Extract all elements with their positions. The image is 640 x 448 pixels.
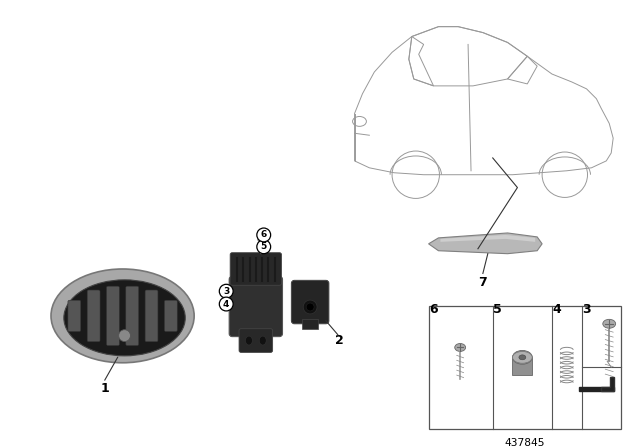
Circle shape: [257, 240, 271, 254]
Text: 5: 5: [493, 303, 502, 316]
Ellipse shape: [51, 269, 194, 363]
FancyBboxPatch shape: [239, 329, 273, 353]
Text: 1: 1: [100, 383, 109, 396]
Bar: [429, 306, 621, 429]
Text: 4: 4: [223, 300, 229, 309]
FancyBboxPatch shape: [106, 286, 119, 345]
Circle shape: [303, 300, 317, 314]
FancyBboxPatch shape: [126, 286, 139, 345]
Text: 4: 4: [552, 303, 561, 316]
Circle shape: [118, 330, 131, 341]
FancyBboxPatch shape: [68, 300, 81, 332]
FancyBboxPatch shape: [87, 290, 100, 342]
Ellipse shape: [519, 355, 526, 360]
Text: 6: 6: [260, 230, 267, 239]
Ellipse shape: [513, 351, 532, 363]
Circle shape: [220, 297, 233, 311]
Circle shape: [220, 284, 233, 298]
Polygon shape: [602, 377, 614, 391]
Ellipse shape: [455, 344, 466, 351]
Text: 2: 2: [335, 334, 344, 347]
Circle shape: [257, 228, 271, 242]
Ellipse shape: [258, 238, 264, 242]
Bar: [513, 358, 532, 375]
FancyBboxPatch shape: [145, 290, 158, 342]
Ellipse shape: [259, 336, 266, 345]
Text: 6: 6: [429, 303, 438, 316]
Circle shape: [306, 303, 314, 311]
FancyBboxPatch shape: [291, 280, 329, 324]
Text: 5: 5: [260, 242, 267, 251]
Text: 437845: 437845: [504, 438, 545, 448]
Bar: [302, 319, 318, 329]
Text: 3: 3: [582, 303, 591, 316]
Polygon shape: [579, 387, 614, 391]
Ellipse shape: [513, 350, 532, 364]
Text: 3: 3: [223, 287, 229, 296]
Ellipse shape: [603, 319, 616, 328]
Text: 7: 7: [479, 276, 487, 289]
FancyBboxPatch shape: [229, 276, 282, 336]
FancyBboxPatch shape: [230, 253, 282, 285]
Ellipse shape: [64, 280, 185, 356]
Ellipse shape: [246, 336, 252, 345]
Polygon shape: [429, 233, 542, 254]
Polygon shape: [440, 235, 535, 242]
FancyBboxPatch shape: [164, 300, 177, 332]
